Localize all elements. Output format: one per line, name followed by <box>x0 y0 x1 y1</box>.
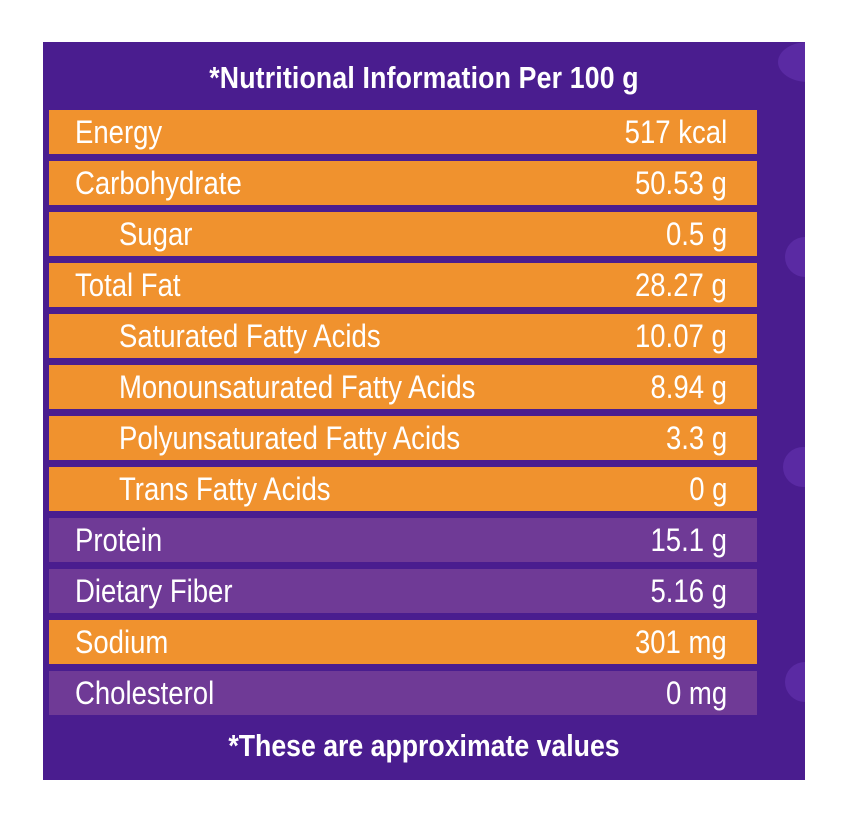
row-value: 0 mg <box>665 675 727 711</box>
row-label: Carbohydrate <box>75 165 242 201</box>
nutrition-panel: *Nutritional Information Per 100 g Energ… <box>43 42 805 780</box>
row-label: Total Fat <box>75 267 181 303</box>
nutrition-row-sodium: Sodium 301 mg <box>49 620 757 664</box>
row-value: 517 kcal <box>624 114 727 150</box>
nutrition-row-protein: Protein 15.1 g <box>49 518 757 562</box>
row-label: Cholesterol <box>75 675 215 711</box>
row-value: 0 g <box>688 471 727 507</box>
row-label: Monounsaturated Fatty Acids <box>119 369 476 405</box>
nutrition-row-saturated-fatty-acids: Saturated Fatty Acids 10.07 g <box>49 314 757 358</box>
row-value: 28.27 g <box>635 267 727 303</box>
row-value: 10.07 g <box>635 318 727 354</box>
decorative-swoosh <box>785 237 805 277</box>
nutrition-row-dietary-fiber: Dietary Fiber 5.16 g <box>49 569 757 613</box>
nutrition-row-energy: Energy 517 kcal <box>49 110 757 154</box>
row-value: 8.94 g <box>650 369 727 405</box>
decorative-swoosh <box>778 42 805 82</box>
row-value: 15.1 g <box>650 522 727 558</box>
nutrition-rows: Energy 517 kcal Carbohydrate 50.53 g Sug… <box>49 110 757 722</box>
row-label: Energy <box>75 114 163 150</box>
decorative-swoosh <box>785 662 805 702</box>
row-label: Dietary Fiber <box>75 573 233 609</box>
nutrition-row-carbohydrate: Carbohydrate 50.53 g <box>49 161 757 205</box>
row-label: Sodium <box>75 624 169 660</box>
panel-title: *Nutritional Information Per 100 g <box>209 60 639 95</box>
row-value: 301 mg <box>635 624 727 660</box>
row-label: Polyunsaturated Fatty Acids <box>119 420 461 456</box>
row-value: 50.53 g <box>635 165 727 201</box>
nutrition-row-monounsaturated-fatty-acids: Monounsaturated Fatty Acids 8.94 g <box>49 365 757 409</box>
row-label: Saturated Fatty Acids <box>119 318 381 354</box>
decorative-swoosh <box>783 447 805 487</box>
nutrition-row-cholesterol: Cholesterol 0 mg <box>49 671 757 715</box>
nutrition-row-polyunsaturated-fatty-acids: Polyunsaturated Fatty Acids 3.3 g <box>49 416 757 460</box>
row-value: 3.3 g <box>665 420 727 456</box>
nutrition-row-trans-fatty-acids: Trans Fatty Acids 0 g <box>49 467 757 511</box>
nutrition-row-sugar: Sugar 0.5 g <box>49 212 757 256</box>
row-label: Protein <box>75 522 163 558</box>
row-value: 0.5 g <box>665 216 727 252</box>
nutrition-row-total-fat: Total Fat 28.27 g <box>49 263 757 307</box>
row-label: Trans Fatty Acids <box>119 471 331 507</box>
footer-note: *These are approximate values <box>228 728 620 763</box>
row-value: 5.16 g <box>650 573 727 609</box>
row-label: Sugar <box>119 216 193 252</box>
